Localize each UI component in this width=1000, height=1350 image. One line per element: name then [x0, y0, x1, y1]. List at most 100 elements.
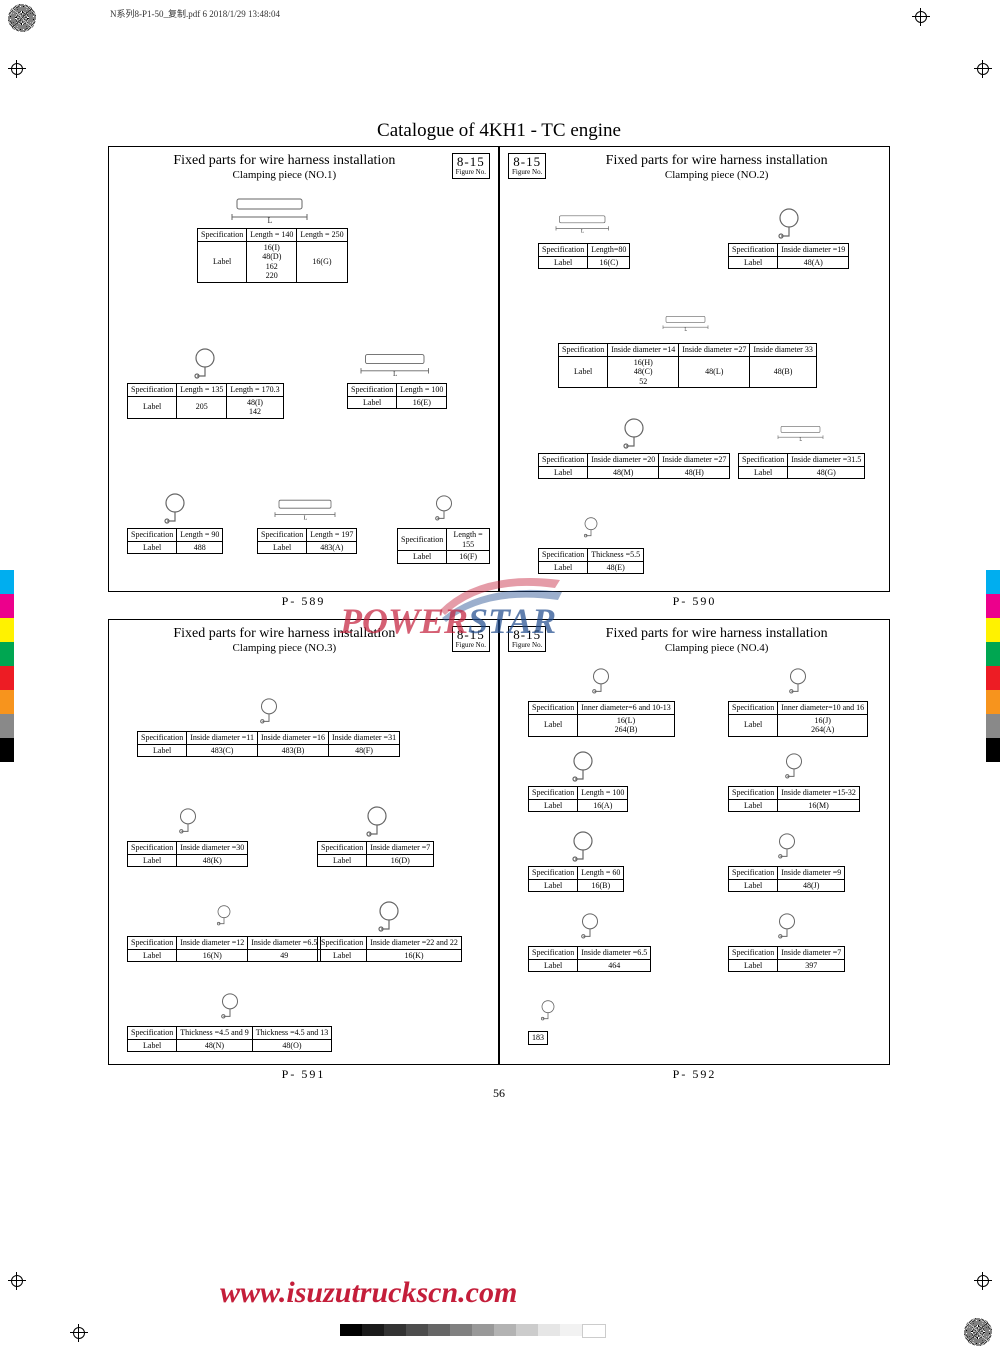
figure-number-box: 8-15Figure No. — [452, 153, 490, 179]
spec-table: SpecificationInside diameter =6.5Label46… — [528, 946, 651, 972]
spec-item: 183 — [528, 988, 568, 1045]
spec-item: SpecificationLength = 60Label16(B) — [528, 823, 638, 892]
part-drawing — [204, 893, 244, 933]
part-drawing — [576, 658, 626, 698]
spec-table: SpecificationLength = 100Label16(E) — [347, 383, 447, 409]
spec-item: SpecificationLength = 100Label16(A) — [528, 743, 638, 812]
registration-mark — [8, 1272, 26, 1290]
spec-item: SpecificationInside diameter =11Inside d… — [137, 688, 400, 757]
panel-page-number: P- 592 — [499, 1067, 890, 1082]
spec-table: SpecificationInner diameter=6 and 10-13L… — [528, 701, 675, 737]
part-drawing: L — [772, 410, 832, 450]
panel-title: Fixed parts for wire harness installatio… — [552, 153, 881, 181]
grayscale-bar — [340, 1324, 606, 1338]
svg-text:L: L — [581, 229, 585, 235]
spec-table: SpecificationInside diameter =30Label48(… — [127, 841, 248, 867]
svg-text:L: L — [685, 328, 688, 333]
part-drawing — [528, 823, 638, 863]
panel-4: 8-15Figure No.Fixed parts for wire harne… — [499, 619, 890, 1065]
spec-item: SpecificationInner diameter=10 and 16Lab… — [728, 658, 868, 737]
part-drawing — [155, 340, 255, 380]
spec-table: SpecificationLength = 135Length = 170.3L… — [127, 383, 284, 419]
spec-table: SpecificationInside diameter =20Inside d… — [538, 453, 730, 479]
panel-title: Fixed parts for wire harness installatio… — [552, 626, 881, 654]
spec-table: SpecificationLength = 140Length = 250Lab… — [197, 228, 348, 283]
spec-table: SpecificationLength = 60Label16(B) — [528, 866, 624, 892]
color-bar-right — [986, 570, 1000, 762]
spec-item: SpecificationInner diameter=6 and 10-13L… — [528, 658, 675, 737]
spec-table: SpecificationLength = 100Label16(A) — [528, 786, 628, 812]
spec-item: SpecificationInside diameter =22 and 22L… — [317, 893, 462, 962]
registration-mark — [974, 60, 992, 78]
spec-item: SpecificationInside diameter =7Label16(D… — [317, 798, 437, 867]
svg-text:L: L — [268, 216, 273, 225]
website-url: www.isuzutruckscn.com — [220, 1276, 517, 1310]
registration-mark — [70, 1324, 88, 1342]
spec-table: SpecificationThickness =4.5 and 9Thickne… — [127, 1026, 332, 1052]
part-drawing — [565, 903, 615, 943]
spec-item: SpecificationInside diameter =20Inside d… — [538, 410, 730, 479]
panel-title: Fixed parts for wire harness installatio… — [117, 153, 452, 181]
spec-table: SpecificationLength = 197Label483(A) — [257, 528, 357, 554]
part-drawing — [528, 743, 638, 783]
page-number: 56 — [108, 1086, 890, 1101]
spec-item: SpecificationInside diameter =15-32Label… — [728, 743, 860, 812]
spec-item: L SpecificationLength = 140Length = 250La… — [197, 185, 348, 283]
part-drawing — [528, 988, 568, 1028]
part-drawing: L — [267, 485, 347, 525]
part-drawing — [244, 688, 294, 728]
registration-mark — [8, 60, 26, 78]
spec-item: SpecificationLength = 90Label488 — [127, 485, 223, 554]
spec-item: SpecificationInside diameter =9Label48(J… — [728, 823, 845, 892]
spec-table: SpecificationLength=80Label16(C) — [538, 243, 630, 269]
catalogue-title: Catalogue of 4KH1 - TC engine — [108, 120, 890, 142]
part-drawing — [571, 505, 611, 545]
part-drawing: L — [549, 200, 619, 240]
part-drawing: L — [202, 185, 342, 225]
svg-text:L: L — [393, 370, 397, 378]
spec-item: L SpecificationInside diameter =31.5Label… — [738, 410, 865, 479]
spec-item: L SpecificationLength = 197Label483(A) — [257, 485, 357, 554]
spec-item: SpecificationInside diameter =12Inside d… — [127, 893, 321, 962]
spec-item: L SpecificationLength = 100Label16(E) — [347, 340, 447, 409]
panel-1: Fixed parts for wire harness installatio… — [108, 146, 499, 592]
spec-table: SpecificationInside diameter =31.5Label4… — [738, 453, 865, 479]
part-drawing — [762, 823, 812, 863]
spec-item: L SpecificationLength=80Label16(C) — [538, 200, 630, 269]
radial-mark-tl — [8, 4, 36, 32]
part-drawing: L — [352, 340, 442, 380]
color-bar-left — [0, 570, 14, 762]
panel-title: Fixed parts for wire harness installatio… — [117, 626, 452, 654]
part-drawing — [769, 743, 819, 783]
registration-mark — [974, 1272, 992, 1290]
spec-table: SpecificationLength = 155Label16(F) — [397, 528, 490, 564]
spec-table: SpecificationLength = 90Label488 — [127, 528, 223, 554]
spec-table: 183 — [528, 1031, 548, 1045]
svg-text:L: L — [304, 514, 308, 521]
radial-mark-br — [964, 1318, 992, 1346]
spec-item: SpecificationThickness =4.5 and 9Thickne… — [127, 983, 332, 1052]
panel-3: Fixed parts for wire harness installatio… — [108, 619, 499, 1065]
svg-text:L: L — [799, 438, 802, 443]
figure-number-box: 8-15Figure No. — [508, 153, 546, 179]
spec-item: LSpecificationInside diameter =14Inside … — [558, 300, 817, 388]
part-drawing — [163, 798, 213, 838]
spec-table: SpecificationInside diameter =22 and 22L… — [317, 936, 462, 962]
spec-item: SpecificationInside diameter =6.5Label46… — [528, 903, 651, 972]
spec-item: SpecificationLength = 155Label16(F) — [397, 485, 490, 564]
panel-page-number: P- 591 — [108, 1067, 499, 1082]
part-drawing — [762, 903, 812, 943]
registration-mark — [912, 8, 930, 26]
spec-item: SpecificationLength = 135Length = 170.3L… — [127, 340, 284, 419]
part-drawing — [205, 983, 255, 1023]
part-drawing — [759, 200, 819, 240]
spec-table: SpecificationInner diameter=10 and 16Lab… — [728, 701, 868, 737]
watermark-logo — [430, 560, 570, 633]
spec-table: SpecificationInside diameter =7Label16(D… — [317, 841, 434, 867]
part-drawing — [317, 798, 437, 838]
part-drawing — [145, 485, 205, 525]
spec-item: SpecificationInside diameter =30Label48(… — [127, 798, 248, 867]
part-drawing — [419, 485, 469, 525]
spec-table: SpecificationInside diameter =9Label48(J… — [728, 866, 845, 892]
spec-table: SpecificationInside diameter =15-32Label… — [728, 786, 860, 812]
